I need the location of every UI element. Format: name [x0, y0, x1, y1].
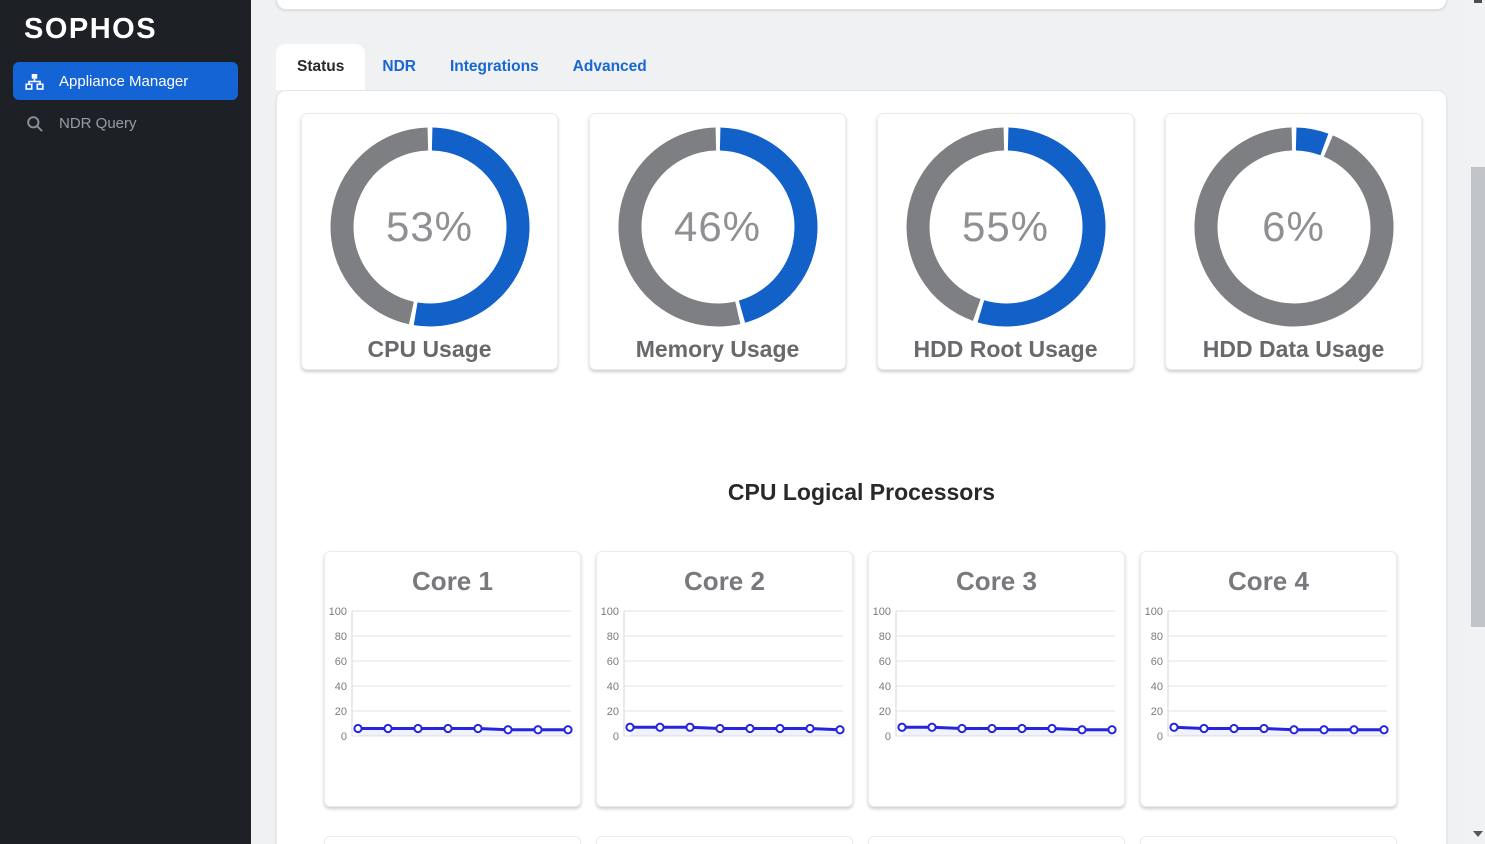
svg-text:20: 20	[334, 706, 346, 718]
core-chart-card-partial	[1140, 836, 1397, 844]
next-core-row-partial	[324, 836, 1397, 844]
svg-text:40: 40	[334, 681, 346, 693]
svg-text:20: 20	[606, 706, 618, 718]
svg-text:0: 0	[612, 731, 618, 743]
line-chart: 100 80 60 40 20 0	[328, 606, 573, 743]
tab-integrations[interactable]: Integrations	[449, 58, 539, 75]
core-chart-title: Core 2	[684, 566, 765, 596]
core-chart-card-partial	[596, 836, 853, 844]
gauge-card-hdd-root-usage: 55% HDD Root Usage	[877, 113, 1134, 370]
core-chart-title: Core 1	[412, 566, 493, 596]
line-chart: 100 80 60 40 20 0	[600, 606, 845, 743]
svg-text:0: 0	[1156, 731, 1162, 743]
svg-text:40: 40	[606, 681, 618, 693]
sidebar: SOPHOS Appliance Manager NDR Query	[0, 0, 251, 844]
sidebar-item-label: Appliance Manager	[59, 72, 189, 90]
top-card-partial	[276, 0, 1447, 10]
gauge-value: 53%	[385, 203, 474, 250]
svg-text:100: 100	[872, 606, 890, 618]
line-chart: 100 80 60 40 20 0	[1144, 606, 1389, 743]
donut-chart: 55%	[901, 122, 1111, 332]
gauge-title: HDD Root Usage	[913, 336, 1098, 362]
core-chart-row: Core 1 100 80 60 40 20 0 Core 2 100 80 60 40 20 0 …	[324, 551, 1397, 807]
svg-text:60: 60	[878, 656, 890, 668]
gauge-title: HDD Data Usage	[1202, 336, 1385, 362]
core-chart-card-partial	[868, 836, 1125, 844]
svg-text:20: 20	[1150, 706, 1162, 718]
sidebar-item-ndr-query[interactable]: NDR Query	[13, 104, 238, 142]
sitemap-icon	[24, 71, 44, 91]
svg-text:40: 40	[1150, 681, 1162, 693]
vertical-scrollbar[interactable]	[1471, 0, 1485, 844]
core-chart-title: Core 3	[956, 566, 1037, 596]
sophos-logo: SOPHOS	[24, 13, 158, 45]
donut-chart: 6%	[1189, 122, 1399, 332]
line-chart: 100 80 60 40 20 0	[872, 606, 1117, 743]
scroll-up-icon[interactable]	[1474, 0, 1482, 3]
gauge-card-memory-usage: 46% Memory Usage	[589, 113, 846, 370]
core-chart-card-4: Core 4 100 80 60 40 20 0	[1140, 551, 1397, 807]
status-panel: 53% CPU Usage 46% Memory Usage 55% HDD R…	[276, 90, 1447, 844]
svg-text:80: 80	[878, 631, 890, 643]
tab-bar: Status NDR Integrations Advanced	[276, 44, 664, 90]
svg-text:60: 60	[606, 656, 618, 668]
core-chart-card-2: Core 2 100 80 60 40 20 0	[596, 551, 853, 807]
svg-text:0: 0	[884, 731, 890, 743]
svg-text:40: 40	[878, 681, 890, 693]
core-chart-card-3: Core 3 100 80 60 40 20 0	[868, 551, 1125, 807]
gauge-title: Memory Usage	[635, 336, 800, 362]
svg-text:80: 80	[334, 631, 346, 643]
svg-text:0: 0	[340, 731, 346, 743]
donut-chart: 46%	[613, 122, 823, 332]
search-icon	[24, 113, 44, 133]
gauge-title: CPU Usage	[367, 336, 492, 362]
gauge-value: 46%	[673, 203, 762, 250]
core-chart-card-partial	[324, 836, 581, 844]
svg-text:80: 80	[606, 631, 618, 643]
gauge-value: 55%	[961, 203, 1050, 250]
sidebar-item-appliance-manager[interactable]: Appliance Manager	[13, 62, 238, 100]
tab-ndr[interactable]: NDR	[382, 58, 416, 75]
svg-text:20: 20	[878, 706, 890, 718]
scrollbar-thumb[interactable]	[1471, 167, 1485, 627]
gauge-value: 6%	[1262, 203, 1325, 250]
gauge-row: 53% CPU Usage 46% Memory Usage 55% HDD R…	[301, 113, 1422, 370]
svg-text:100: 100	[600, 606, 618, 618]
svg-text:60: 60	[1150, 656, 1162, 668]
scroll-down-icon[interactable]	[1473, 831, 1483, 837]
donut-chart: 53%	[325, 122, 535, 332]
svg-text:60: 60	[334, 656, 346, 668]
core-chart-title: Core 4	[1228, 566, 1309, 596]
core-chart-card-1: Core 1 100 80 60 40 20 0	[324, 551, 581, 807]
svg-text:80: 80	[1150, 631, 1162, 643]
gauge-card-cpu-usage: 53% CPU Usage	[301, 113, 558, 370]
gauge-card-hdd-data-usage: 6% HDD Data Usage	[1165, 113, 1422, 370]
main-content: Status NDR Integrations Advanced 53% CPU…	[251, 0, 1485, 844]
svg-text:100: 100	[328, 606, 346, 618]
svg-text:100: 100	[1144, 606, 1162, 618]
tab-status[interactable]: Status	[276, 44, 366, 90]
sidebar-item-label: NDR Query	[59, 114, 137, 132]
section-heading: CPU Logical Processors	[727, 479, 996, 505]
sidebar-nav: Appliance Manager NDR Query	[0, 62, 251, 142]
tab-advanced[interactable]: Advanced	[572, 58, 647, 75]
